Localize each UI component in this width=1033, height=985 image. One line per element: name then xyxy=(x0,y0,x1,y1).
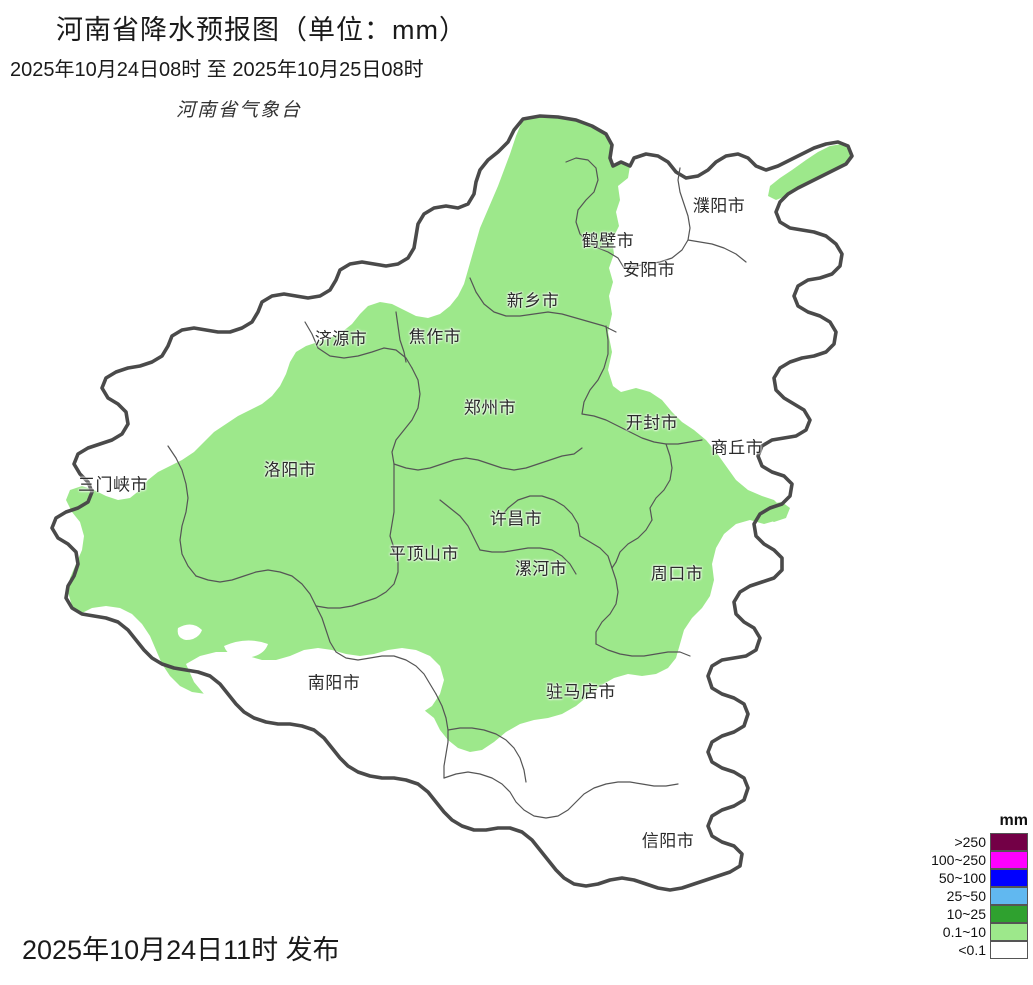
legend-label: 0.1~10 xyxy=(942,924,986,940)
precip-band-under-0.1-area xyxy=(177,624,444,744)
legend-swatch xyxy=(990,851,1028,869)
precip-band-0.1-10-area xyxy=(66,116,852,752)
legend-row: 10~25 xyxy=(944,905,1028,923)
forecast-period: 2025年10月24日08时 至 2025年10月25日08时 xyxy=(10,59,424,81)
publish-time: 2025年10月24日11时 发布 xyxy=(22,935,340,965)
legend-row: <0.1 xyxy=(944,941,1028,959)
province-border xyxy=(50,114,854,892)
legend-row: >250 xyxy=(944,833,1028,851)
legend-swatch xyxy=(990,887,1028,905)
henan-precipitation-map: 濮阳市 鹤壁市 安阳市 新乡市 济源市 焦作市 郑州市 开封市 商丘市 三门峡市… xyxy=(0,100,1033,900)
legend-swatch xyxy=(990,905,1028,923)
prefecture-borders xyxy=(167,157,747,819)
issuing-agency: 河南省气象台 xyxy=(176,100,303,121)
legend-label: 10~25 xyxy=(946,906,986,922)
legend-swatch xyxy=(990,923,1028,941)
legend-label: 50~100 xyxy=(938,870,986,886)
legend-row: 50~100 xyxy=(939,869,1028,887)
legend-label: >250 xyxy=(954,834,986,850)
legend-swatch xyxy=(990,941,1028,959)
legend-row: 25~50 xyxy=(944,887,1028,905)
legend-label: 25~50 xyxy=(946,888,986,904)
page-title: 河南省降水预报图（单位：mm） xyxy=(56,15,467,45)
legend-label: <0.1 xyxy=(958,942,986,958)
legend-unit-label: mm xyxy=(999,812,1028,829)
precipitation-legend: mm >250 100~250 50~100 25~50 10~25 0.1~1… xyxy=(931,812,1028,959)
legend-label: 100~250 xyxy=(931,852,986,868)
legend-swatch xyxy=(990,833,1028,851)
legend-row: 100~250 xyxy=(931,851,1028,869)
map-svg xyxy=(50,114,854,892)
legend-row: 0.1~10 xyxy=(942,923,1028,941)
legend-swatch xyxy=(990,869,1028,887)
